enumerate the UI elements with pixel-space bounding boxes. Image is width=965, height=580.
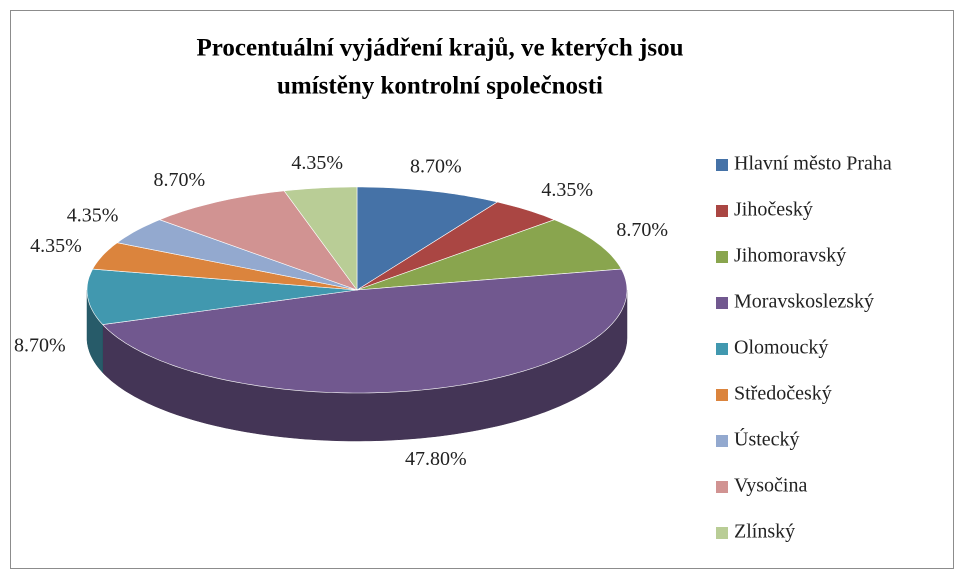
legend-swatch bbox=[716, 389, 728, 401]
data-label: 8.70% bbox=[154, 169, 206, 191]
legend-label: Hlavní město Praha bbox=[734, 153, 892, 175]
legend-label: Ústecký bbox=[734, 427, 800, 451]
legend-label: Moravskoslezský bbox=[734, 291, 874, 313]
legend-label: Olomoucký bbox=[734, 337, 828, 359]
legend-swatch bbox=[716, 527, 728, 539]
pie-slice bbox=[283, 186, 358, 291]
pie-slice bbox=[92, 242, 358, 291]
legend-swatch bbox=[716, 251, 728, 263]
data-label: 4.35% bbox=[291, 152, 343, 174]
pie-slice bbox=[116, 219, 358, 291]
pie-slice bbox=[356, 219, 622, 291]
legend-label: Zlínský bbox=[734, 521, 795, 543]
data-label: 4.35% bbox=[67, 204, 119, 226]
pie-slice bbox=[86, 268, 358, 325]
pie-slice bbox=[158, 190, 358, 291]
legend-swatch bbox=[716, 205, 728, 217]
pie-slice bbox=[102, 268, 628, 394]
legend-swatch bbox=[716, 435, 728, 447]
data-label: 4.35% bbox=[30, 235, 82, 257]
legend-label: Vysočina bbox=[734, 475, 807, 497]
legend-swatch bbox=[716, 343, 728, 355]
data-label: 4.35% bbox=[541, 179, 593, 201]
chart-title: Procentuální vyjádření krajů, ve kterých… bbox=[196, 35, 683, 62]
data-label: 8.70% bbox=[616, 219, 668, 241]
data-label: 8.70% bbox=[14, 334, 66, 356]
pie-slice bbox=[356, 186, 499, 291]
legend-swatch bbox=[716, 481, 728, 493]
legend-swatch bbox=[716, 159, 728, 171]
pie-slice bbox=[356, 201, 556, 291]
data-label: 47.80% bbox=[405, 448, 467, 470]
chart-title: umístěny kontrolní společnosti bbox=[277, 73, 603, 100]
legend-label: Jihočeský bbox=[734, 199, 813, 221]
legend-label: Středočeský bbox=[734, 383, 832, 405]
legend-label: Jihomoravský bbox=[734, 245, 846, 267]
data-label: 8.70% bbox=[410, 155, 462, 177]
legend-swatch bbox=[716, 297, 728, 309]
